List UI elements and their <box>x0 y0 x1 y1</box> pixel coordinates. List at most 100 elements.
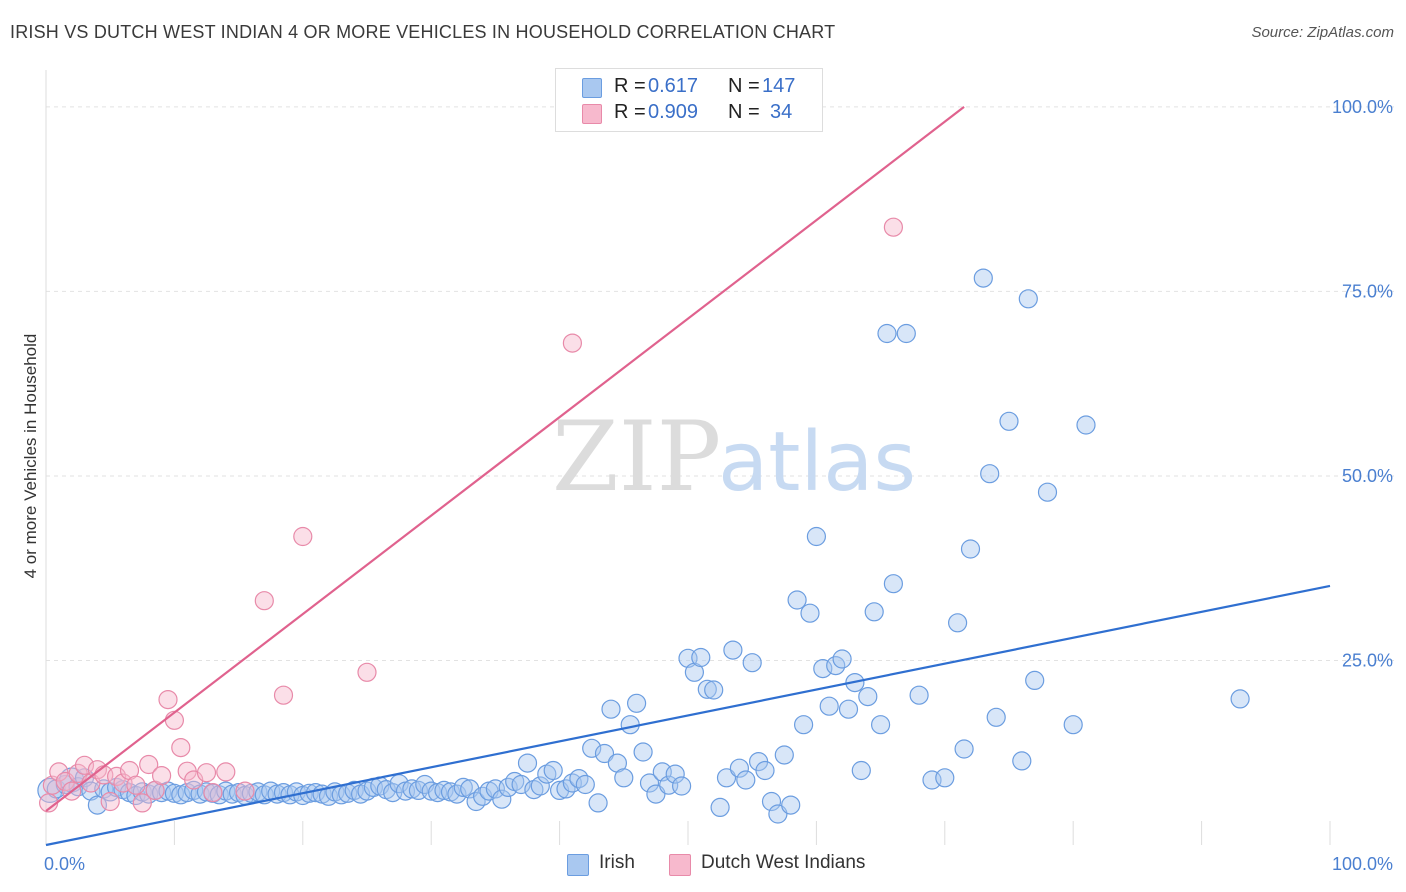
irish-point <box>87 795 108 815</box>
legend-n-label: N = <box>728 75 760 97</box>
legend-r-value: 0.617 <box>648 75 699 97</box>
legend-r-label: R = <box>614 101 646 123</box>
y-tick-label: 100.0% <box>1332 97 1393 117</box>
series-legend: Irish Dutch West Indians <box>0 852 1406 878</box>
irish-point <box>723 640 743 660</box>
irish-point <box>492 789 512 809</box>
legend-n-label: N = <box>728 101 760 123</box>
irish-point <box>601 699 621 719</box>
irish-point <box>466 791 486 812</box>
watermark-atlas: atlas <box>718 415 916 510</box>
irish-point <box>453 777 473 798</box>
irish-point <box>935 768 955 788</box>
dutch-west-indians-point <box>196 763 217 783</box>
irish-point <box>1012 751 1032 771</box>
irish-point <box>832 649 852 669</box>
irish-point <box>973 268 993 288</box>
irish-point <box>710 797 730 818</box>
irish-point <box>511 774 531 795</box>
dutch-west-indians-point <box>273 685 294 705</box>
irish-point <box>665 764 685 784</box>
irish-point <box>761 791 782 812</box>
irish-point <box>909 685 929 705</box>
legend-swatch-irish <box>582 78 602 98</box>
irish-point <box>1025 670 1045 691</box>
irish-point <box>980 464 1000 484</box>
irish-point <box>517 753 538 773</box>
irish-point <box>697 679 717 699</box>
legend-r-label: R = <box>614 75 646 97</box>
irish-point <box>357 781 377 801</box>
dutch-west-indians-point <box>132 793 152 813</box>
dutch-west-indians-point <box>49 762 69 782</box>
dutch-west-indians-trendline <box>45 106 965 812</box>
correlation-legend: R = 0.617 N = 147 R = 0.909 N = 34 <box>555 68 823 132</box>
irish-point <box>960 539 981 559</box>
dutch-west-indians-point <box>357 662 377 682</box>
irish-point <box>742 653 762 673</box>
dutch-west-indians-point <box>216 762 236 782</box>
irish-point <box>800 603 820 623</box>
irish-point <box>954 739 974 759</box>
irish-point <box>781 795 801 815</box>
legend-n-value: 147 <box>762 75 796 97</box>
dutch-west-indians-point <box>562 333 583 353</box>
watermark-zip: ZIP <box>552 401 721 513</box>
legend-swatch-dutch-west-indians <box>669 854 691 876</box>
dutch-west-indians-point <box>235 781 255 801</box>
legend-label-irish: Irish <box>599 852 635 873</box>
irish-point <box>639 773 660 793</box>
dutch-west-indians-point <box>126 775 146 795</box>
irish-point <box>986 707 1006 727</box>
irish-point <box>1063 715 1083 735</box>
dutch-west-indians-point <box>203 782 223 803</box>
irish-point <box>614 768 634 788</box>
legend-swatch-irish <box>567 854 589 876</box>
y-axis-label: 4 or more Vehicles in Household <box>21 334 40 579</box>
irish-point <box>858 686 878 707</box>
dutch-west-indians-point <box>171 737 191 758</box>
irish-point <box>851 760 871 781</box>
irish-point <box>787 590 807 610</box>
irish-point <box>755 760 775 781</box>
irish-point <box>999 411 1019 431</box>
series-points <box>37 217 1250 824</box>
y-tick-label: 25.0% <box>1342 650 1393 670</box>
irish-point <box>588 793 608 813</box>
chart-title: IRISH VS DUTCH WEST INDIAN 4 OR MORE VEH… <box>10 22 836 42</box>
legend-r-value: 0.909 <box>648 101 699 123</box>
irish-point <box>947 613 968 633</box>
source-credit: Source: ZipAtlas.com <box>1251 24 1394 41</box>
irish-point <box>530 776 550 796</box>
irish-point <box>716 768 737 788</box>
x-tick-labels: 0.0% 100.0% <box>44 854 1393 874</box>
irish-point <box>620 715 640 735</box>
dutch-west-indians-point <box>254 591 274 611</box>
irish-point <box>626 693 647 713</box>
grid <box>45 70 1394 845</box>
irish-point <box>633 742 653 762</box>
irish-point <box>691 647 711 668</box>
x-tick-label: 0.0% <box>44 854 85 874</box>
irish-point <box>537 764 557 784</box>
dutch-west-indians-point <box>152 765 172 786</box>
irish-point <box>806 526 827 547</box>
irish-point <box>838 699 859 719</box>
x-tick-label: 100.0% <box>1332 854 1393 874</box>
watermark: ZIP atlas <box>552 401 916 513</box>
irish-point <box>543 760 563 781</box>
irish-point <box>870 715 891 735</box>
dutch-west-indians-point <box>164 710 184 730</box>
dutch-west-indians-point <box>293 526 313 547</box>
irish-point <box>864 602 884 622</box>
legend-label-dutch-west-indians: Dutch West Indians <box>701 852 866 873</box>
legend-swatch-dutch-west-indians <box>582 104 602 124</box>
irish-point <box>704 680 724 700</box>
irish-point <box>1076 415 1096 435</box>
irish-point <box>896 323 916 344</box>
irish-point <box>594 743 615 764</box>
irish-point <box>774 745 794 765</box>
dutch-west-indians-point <box>100 791 120 812</box>
irish-point <box>524 779 544 800</box>
